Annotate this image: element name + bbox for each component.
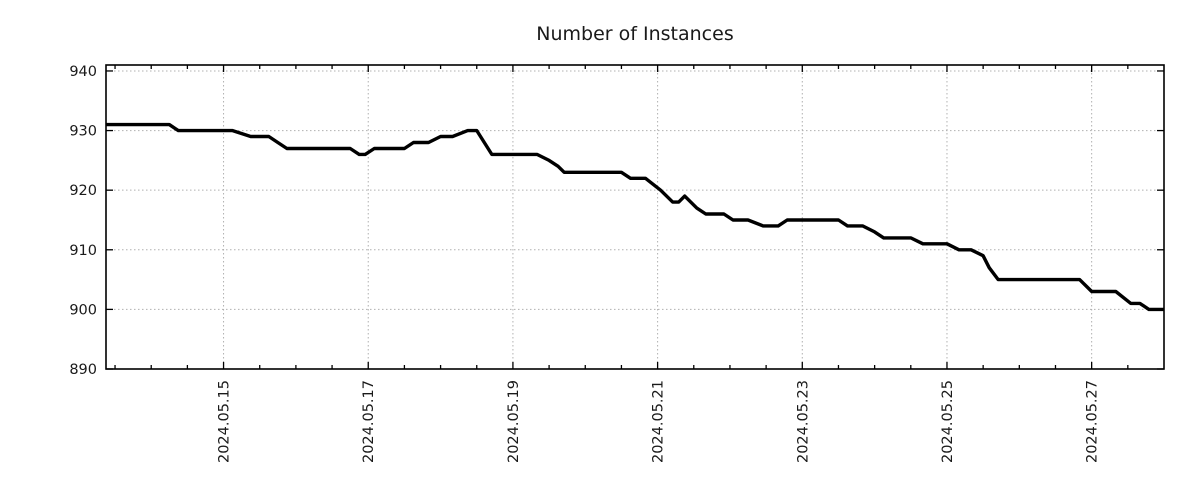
axis-labels: 890 900 910 920 930 940 2024.05.15 2024.05.17 20… bbox=[69, 64, 1100, 463]
series-line bbox=[106, 122, 1164, 312]
chart-title: Number of Instances bbox=[536, 23, 733, 45]
y-tick-label: 900 bbox=[69, 302, 97, 318]
series-instances bbox=[106, 122, 1164, 312]
x-tick-label: 2024.05.17 bbox=[361, 380, 377, 463]
x-tick-label: 2024.05.19 bbox=[506, 380, 522, 463]
y-tick-label: 920 bbox=[69, 183, 97, 199]
plot-frame bbox=[105, 64, 1165, 370]
y-tick-label: 930 bbox=[69, 124, 97, 140]
x-tick-label: 2024.05.23 bbox=[795, 380, 811, 463]
axis-ticks bbox=[106, 65, 1164, 370]
y-tick-label: 940 bbox=[69, 64, 97, 80]
plot-border bbox=[105, 64, 1165, 370]
x-tick-label: 2024.05.21 bbox=[651, 380, 667, 463]
x-tick-label: 2024.05.25 bbox=[940, 380, 956, 463]
grid-lines bbox=[106, 65, 1164, 369]
x-tick-label: 2024.05.27 bbox=[1085, 380, 1101, 463]
x-tick-label: 2024.05.15 bbox=[217, 380, 233, 463]
y-tick-label: 890 bbox=[69, 362, 97, 378]
y-tick-label: 910 bbox=[69, 243, 97, 259]
